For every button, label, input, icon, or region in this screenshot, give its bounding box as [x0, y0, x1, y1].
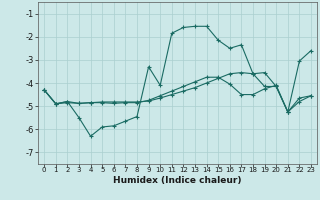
X-axis label: Humidex (Indice chaleur): Humidex (Indice chaleur): [113, 176, 242, 185]
